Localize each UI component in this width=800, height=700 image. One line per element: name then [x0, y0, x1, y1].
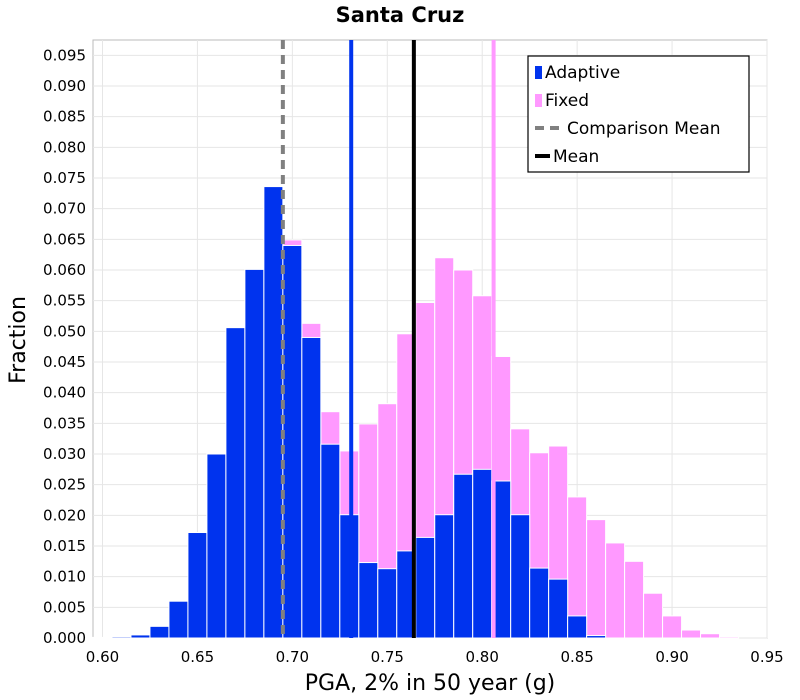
chart-title: Santa Cruz: [336, 3, 465, 27]
y-axis-ticks: 0.000 0.005 0.010 0.015 0.020 0.025 0.030 0.035…: [43, 46, 86, 647]
y-tick-label: 0.035: [43, 414, 86, 432]
adaptive-bar: [472, 468, 493, 639]
adaptive-bar: [510, 514, 531, 639]
y-tick-label: 0.025: [43, 476, 86, 494]
x-tick-label: 0.85: [560, 648, 593, 666]
x-axis-ticks: 0.60 0.65 0.70 0.75 0.80 0.85 0.90 0.95: [86, 648, 784, 666]
y-tick-label: 0.005: [43, 598, 86, 616]
adaptive-bars: [92, 186, 607, 639]
y-tick-label: 0.040: [43, 384, 86, 402]
adaptive-bar: [415, 536, 436, 639]
y-tick-label: 0.070: [43, 200, 86, 218]
legend-label: Adaptive: [545, 63, 620, 83]
adaptive-bar: [168, 600, 189, 639]
fixed-bar: [624, 560, 645, 639]
legend-swatch: [535, 66, 542, 79]
adaptive-bar: [567, 615, 588, 639]
fixed-bar: [643, 592, 664, 639]
y-tick-label: 0.020: [43, 506, 86, 524]
adaptive-bar: [453, 473, 474, 639]
legend-box: [527, 55, 750, 173]
adaptive-bar: [358, 562, 379, 639]
legend-label: Comparison Mean: [567, 119, 721, 139]
y-tick-label: 0.075: [43, 169, 86, 187]
adaptive-bar: [282, 244, 303, 639]
x-axis-label: PGA, 2% in 50 year (g): [305, 671, 556, 696]
x-tick-label: 0.60: [86, 648, 119, 666]
adaptive-bar: [111, 636, 132, 639]
fixed-bar: [586, 519, 607, 639]
fixed-bar: [700, 633, 721, 639]
adaptive-bar: [434, 514, 455, 639]
adaptive-bar: [206, 453, 227, 639]
fixed-bar: [605, 542, 626, 639]
y-tick-label: 0.095: [43, 46, 86, 64]
y-tick-label: 0.015: [43, 537, 86, 555]
y-tick-label: 0.060: [43, 261, 86, 279]
x-tick-label: 0.80: [466, 648, 499, 666]
y-tick-label: 0.045: [43, 353, 86, 371]
y-tick-label: 0.050: [43, 322, 86, 340]
legend-label: Fixed: [545, 91, 589, 111]
adaptive-bar: [130, 634, 151, 639]
adaptive-bar: [149, 625, 170, 639]
legend-label: Mean: [553, 147, 599, 167]
adaptive-bar: [244, 268, 265, 639]
x-tick-label: 0.90: [655, 648, 688, 666]
adaptive-bar: [320, 443, 341, 639]
y-tick-label: 0.030: [43, 445, 86, 463]
adaptive-bar: [92, 636, 113, 639]
fixed-bar: [719, 636, 740, 639]
y-tick-label: 0.010: [43, 568, 86, 586]
y-tick-label: 0.080: [43, 138, 86, 156]
adaptive-bar: [187, 532, 208, 639]
y-axis-label: Fraction: [6, 296, 31, 384]
x-tick-label: 0.65: [181, 648, 214, 666]
x-tick-label: 0.95: [750, 648, 783, 666]
adaptive-bar: [225, 327, 246, 639]
fixed-bar: [681, 629, 702, 639]
adaptive-bar: [586, 635, 607, 639]
x-tick-label: 0.75: [371, 648, 404, 666]
adaptive-bar: [301, 336, 322, 639]
legend: Adaptive Fixed Comparison Mean Mean: [527, 55, 750, 173]
y-tick-label: 0.000: [43, 629, 86, 647]
fixed-bar: [662, 615, 683, 639]
adaptive-bar: [377, 568, 398, 639]
y-tick-label: 0.085: [43, 108, 86, 126]
y-tick-label: 0.055: [43, 292, 86, 310]
adaptive-bar: [529, 567, 550, 639]
adaptive-bar: [548, 578, 569, 639]
y-tick-label: 0.090: [43, 77, 86, 95]
mean-lines: [280, 40, 496, 638]
y-tick-label: 0.065: [43, 230, 86, 248]
x-tick-label: 0.70: [276, 648, 309, 666]
adaptive-bar: [263, 186, 284, 639]
legend-swatch: [535, 94, 542, 107]
